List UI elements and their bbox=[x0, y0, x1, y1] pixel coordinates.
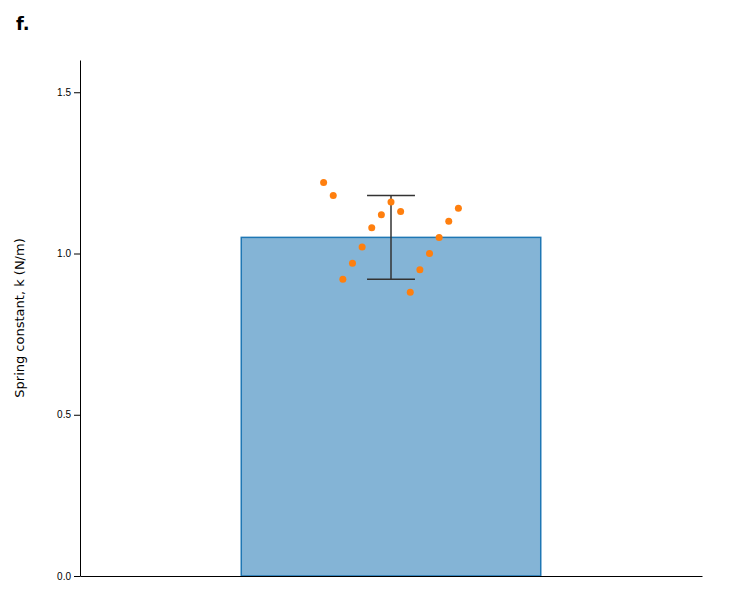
point bbox=[339, 276, 346, 283]
error-bar-stem bbox=[390, 195, 392, 279]
y-tick-mark bbox=[74, 576, 80, 577]
point bbox=[349, 260, 356, 267]
y-tick-label: 0.5 bbox=[57, 409, 71, 420]
bar bbox=[241, 237, 540, 576]
x-axis-line bbox=[81, 576, 703, 577]
panel-label: f. bbox=[16, 13, 30, 34]
point bbox=[388, 198, 395, 205]
point bbox=[378, 211, 385, 218]
point bbox=[416, 266, 423, 273]
y-tick: 0.5 bbox=[57, 409, 80, 420]
point bbox=[397, 208, 404, 215]
point bbox=[368, 224, 375, 231]
point bbox=[455, 205, 462, 212]
y-tick-mark bbox=[74, 415, 80, 416]
y-tick-label: 1.0 bbox=[57, 248, 71, 259]
point bbox=[407, 289, 414, 296]
y-tick: 1.0 bbox=[57, 248, 80, 259]
y-tick-mark bbox=[74, 254, 80, 255]
error-bar bbox=[367, 195, 415, 279]
plot-area: 0.0 0.5 1.0 1.5 bbox=[57, 61, 702, 582]
point bbox=[320, 179, 327, 186]
y-tick-mark bbox=[74, 92, 80, 93]
point bbox=[330, 192, 337, 199]
point bbox=[359, 244, 366, 251]
marks bbox=[241, 179, 540, 576]
error-bar-cap bbox=[367, 195, 415, 197]
point bbox=[436, 234, 443, 241]
y-tick: 1.5 bbox=[57, 87, 80, 98]
x-axis bbox=[81, 576, 703, 577]
y-axis-title: Spring constant, k (N/m) bbox=[12, 238, 27, 397]
y-tick-label: 0.0 bbox=[57, 571, 71, 582]
y-axis-line bbox=[80, 61, 81, 577]
y-tick-label: 1.5 bbox=[57, 87, 71, 98]
error-bar-cap bbox=[367, 279, 415, 281]
point bbox=[445, 218, 452, 225]
y-axis: 0.0 0.5 1.0 1.5 bbox=[57, 61, 80, 582]
y-tick: 0.0 bbox=[57, 571, 80, 582]
chart: 0.0 0.5 1.0 1.5 f. Spring constant, k (N/m) bbox=[0, 0, 742, 616]
point bbox=[426, 250, 433, 257]
